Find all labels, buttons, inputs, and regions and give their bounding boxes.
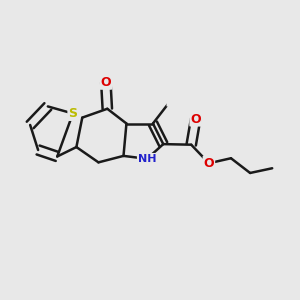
Text: O: O [204, 157, 214, 170]
Text: NH: NH [138, 154, 156, 164]
Text: O: O [190, 112, 201, 126]
Text: S: S [68, 107, 77, 120]
Text: O: O [100, 76, 111, 89]
